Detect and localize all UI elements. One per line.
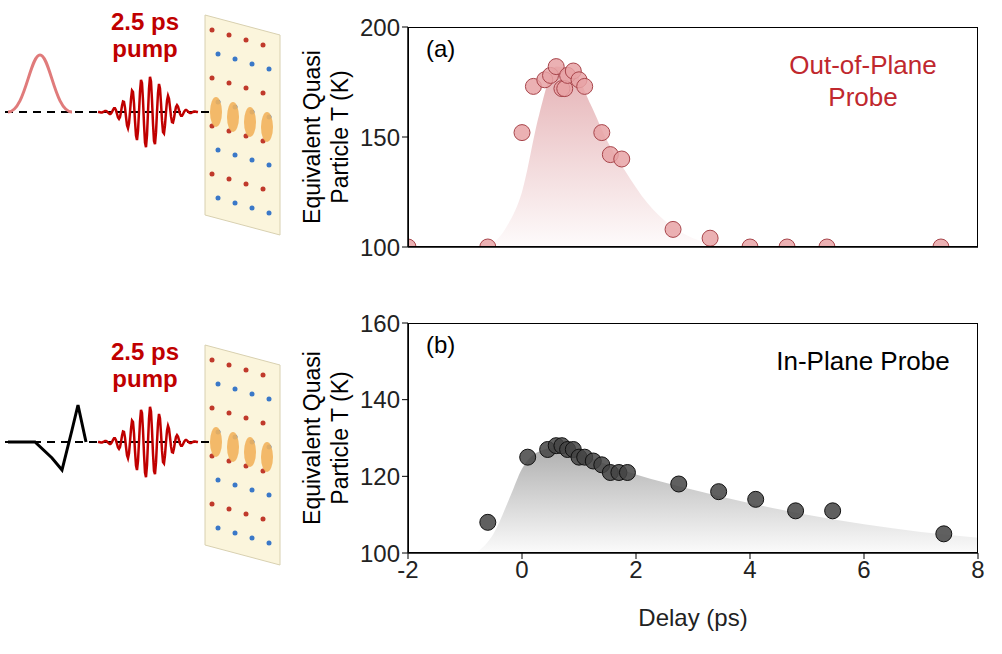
- svg-text:200: 200: [360, 14, 400, 41]
- svg-text:100: 100: [360, 234, 400, 261]
- svg-text:150: 150: [360, 124, 400, 151]
- html-text:Equivalent Quasi Particle T (K: Equivalent Quasi Particle T (K): [299, 50, 353, 224]
- svg-text:-2: -2: [397, 556, 418, 583]
- svg-text:120: 120: [360, 463, 400, 490]
- html-text:Delay (ps): Delay (ps): [638, 604, 748, 631]
- html-text:2.5 ps pump: 2.5 ps pump: [111, 8, 179, 62]
- svg-text:160: 160: [360, 310, 400, 337]
- svg-text:4: 4: [743, 556, 756, 583]
- html-text:In-Plane Probe: In-Plane Probe: [776, 346, 950, 376]
- svg-text:100: 100: [360, 540, 400, 567]
- html-text:(a): (a): [426, 35, 456, 62]
- svg-text:2: 2: [629, 556, 642, 583]
- svg-text:8: 8: [971, 556, 984, 583]
- html-text:Equivalent Quasi Particle T (K: Equivalent Quasi Particle T (K): [299, 351, 353, 525]
- html-text:Out-of-Plane Probe: Out-of-Plane Probe: [789, 50, 937, 112]
- html-text:2.5 ps pump: 2.5 ps pump: [111, 338, 179, 392]
- svg-text:0: 0: [515, 556, 528, 583]
- svg-text:140: 140: [360, 386, 400, 413]
- html-text:(b): (b): [426, 331, 456, 358]
- svg-text:6: 6: [857, 556, 870, 583]
